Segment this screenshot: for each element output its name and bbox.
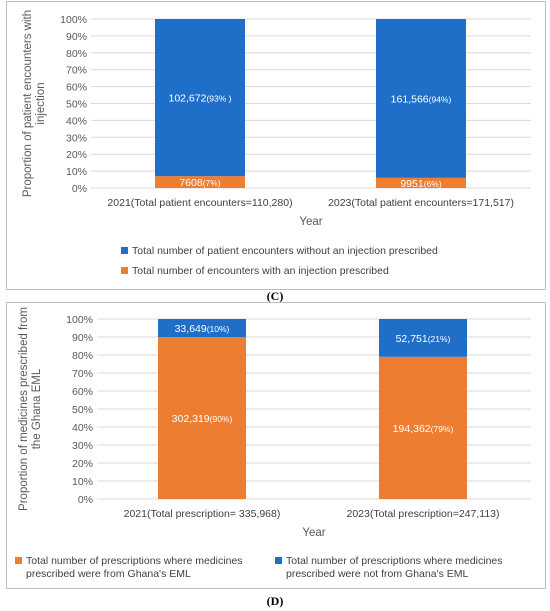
chart-c-data-label-pct: (94%) (429, 94, 452, 104)
chart-d-ytick-label: 90% (72, 332, 93, 344)
chart-c-y-axis-title: Proportion of patient encounters withinj… (22, 10, 47, 197)
chart-d-legend-swatch (15, 557, 22, 564)
chart-c-bar-segment (376, 19, 466, 178)
chart-c-svg: 0% 10% 20% 30% 40% 50% 60% 70% 80% 90% 100% 7608(7%… (22, 10, 531, 277)
chart-d-ytick-label: 50% (72, 404, 93, 416)
chart-d-data-label: 194,362(79%) (393, 423, 454, 435)
chart-c-legend-swatch (121, 267, 128, 274)
chart-c-data-label: 102,672(93% ) (168, 93, 231, 105)
chart-c-bar-segment (376, 177, 466, 188)
chart-d-legend-label-line: prescribed were from Ghana's EML (26, 568, 191, 580)
chart-d-bar-segment (158, 319, 246, 337)
chart-d-ytick-label: 30% (72, 440, 93, 452)
chart-c-ytick-label: 60% (66, 82, 87, 94)
chart-c-x-axis-title: Year (299, 216, 322, 228)
chart-d-data-label-count: 302,319 (172, 413, 210, 425)
chart-d-bar-segment (379, 356, 467, 499)
chart-d-legend-label-line: Total number of prescriptions where medi… (26, 555, 243, 567)
chart-c-data-label: 7608(7%) (179, 177, 220, 189)
chart-d-legend-label: Total number of prescriptions where medi… (26, 555, 243, 580)
chart-d-data-label: 52,751(21%) (396, 333, 451, 345)
chart-c-ytick-label: 40% (66, 115, 87, 127)
chart-c-legend-label-line: Total number of encounters with an injec… (132, 265, 389, 277)
chart-c-data-label-count: 9951 (400, 178, 424, 190)
chart-c-ytick-label: 80% (66, 48, 87, 60)
chart-c-data-label-count: 7608 (179, 177, 203, 189)
chart-c-y-axis-title-line: Proportion of patient encounters with (22, 10, 34, 197)
chart-d-y-axis-title-line: Proportion of medicines prescribed from (18, 307, 30, 511)
chart-d-data-label-pct: (10%) (207, 324, 230, 334)
chart-panel-c: 0% 10% 20% 30% 40% 50% 60% 70% 80% 90% 100% 7608(7%… (6, 1, 546, 290)
chart-d-data-label-pct: (79%) (431, 424, 454, 434)
chart-d-data-label-count: 33,649 (175, 323, 207, 335)
chart-c-data-label: 161,566(94%) (391, 93, 452, 105)
chart-c-ytick-label: 100% (60, 14, 87, 26)
chart-d-legend-label-line: Total number of prescriptions where medi… (286, 555, 503, 567)
chart-d-ytick-label: 100% (66, 314, 93, 326)
chart-d-ytick-label: 60% (72, 386, 93, 398)
chart-c-ytick-label: 90% (66, 31, 87, 43)
chart-panel-d: 0% 10% 20% 30% 40% 50% 60% 70% 80% 90% 100% 302,319… (6, 302, 546, 589)
chart-d-data-label: 33,649(10%) (175, 323, 230, 335)
chart-d-ytick-label: 0% (78, 494, 93, 506)
chart-d-ytick-label: 40% (72, 422, 93, 434)
chart-c-ytick-label: 20% (66, 149, 87, 161)
chart-c-legend-label: Total number of encounters with an injec… (132, 265, 389, 277)
chart-c-bar-segment (155, 176, 245, 188)
chart-d-ytick-label: 80% (72, 350, 93, 362)
chart-c-legend-label-line: Total number of patient encounters witho… (132, 245, 438, 257)
chart-d-category-label: 2021(Total prescription= 335,968) (124, 508, 281, 520)
chart-c-ytick-label: 30% (66, 132, 87, 144)
chart-d-legend-swatch (275, 557, 282, 564)
chart-c-ytick-label: 50% (66, 99, 87, 111)
chart-d-legend-label-line: prescribed were not from Ghana's EML (286, 568, 468, 580)
chart-c-y-axis-title-line: injection (35, 82, 47, 124)
chart-c-category-label: 2023(Total patient encounters=171,517) (328, 197, 514, 209)
chart-c-ytick-label: 0% (72, 183, 87, 195)
chart-c-data-label-pct: (7%) (203, 178, 221, 188)
chart-c-bar-segment (155, 19, 245, 177)
chart-c-data-label: 9951(6%) (400, 178, 441, 190)
chart-d-x-axis-title: Year (302, 527, 325, 539)
chart-c-data-label-count: 161,566 (391, 93, 429, 105)
chart-d-svg: 0% 10% 20% 30% 40% 50% 60% 70% 80% 90% 100% 302,319… (15, 307, 531, 580)
chart-d-data-label: 302,319(90%) (172, 413, 233, 425)
chart-d-y-axis-title-line: the Ghana EML (31, 368, 43, 449)
chart-c-ytick-label: 70% (66, 65, 87, 77)
chart-d-ytick-label: 70% (72, 368, 93, 380)
panel-caption-c: (C) (266, 289, 284, 303)
chart-d-ytick-label: 10% (72, 476, 93, 488)
chart-c-legend-swatch (121, 247, 128, 254)
chart-d-data-label-count: 194,362 (393, 423, 431, 435)
chart-d-category-label: 2023(Total prescription=247,113) (346, 508, 499, 520)
chart-c-data-label-pct: (6%) (424, 179, 442, 189)
chart-c-ytick-label: 10% (66, 166, 87, 178)
chart-c-legend-label: Total number of patient encounters witho… (132, 245, 438, 257)
chart-d-data-label-pct: (21%) (428, 334, 451, 344)
chart-d-bar-segment (379, 319, 467, 357)
chart-d-data-label-pct: (90%) (210, 414, 233, 424)
chart-c-data-label-count: 102,672 (168, 93, 206, 105)
panel-caption-d: (D) (266, 594, 284, 608)
chart-d-ytick-label: 20% (72, 458, 93, 470)
chart-d-legend-label: Total number of prescriptions where medi… (286, 555, 503, 580)
chart-d-bar-segment (158, 337, 246, 499)
chart-d-data-label-count: 52,751 (396, 333, 428, 345)
chart-c-data-label-pct: (93% ) (206, 94, 231, 104)
chart-c-category-label: 2021(Total patient encounters=110,280) (107, 197, 292, 209)
chart-d-y-axis-title: Proportion of medicines prescribed fromt… (18, 307, 43, 511)
